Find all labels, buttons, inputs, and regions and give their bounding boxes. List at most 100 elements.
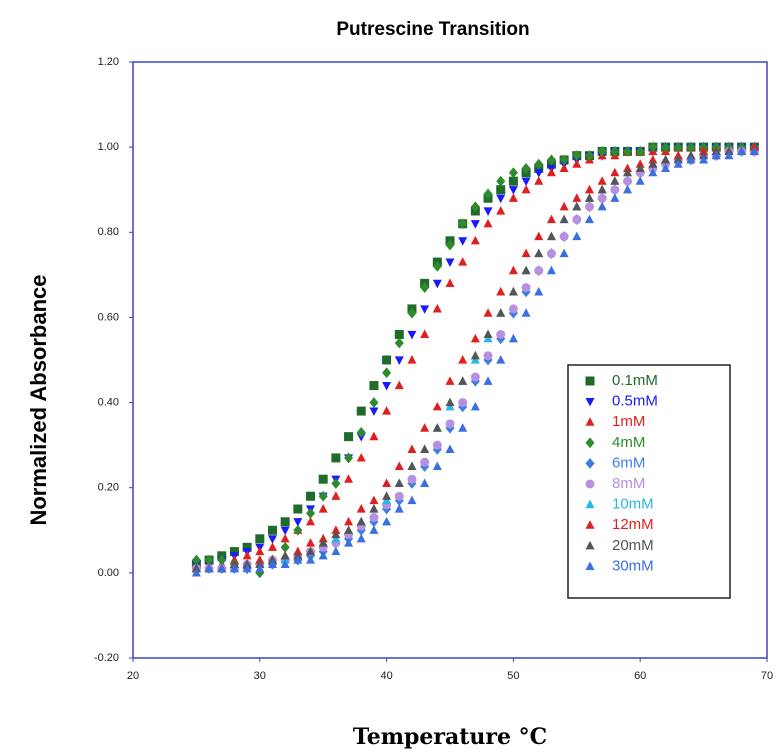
data-point [407, 444, 417, 453]
data-point [394, 491, 404, 501]
data-point [534, 176, 544, 185]
data-point [496, 286, 506, 296]
data-point [445, 444, 455, 453]
data-point [255, 534, 265, 544]
data-point [331, 546, 341, 556]
points [191, 141, 759, 579]
data-point [508, 265, 518, 275]
data-point [623, 176, 633, 186]
data-point [635, 146, 645, 157]
data-point [331, 491, 341, 500]
data-point [445, 419, 455, 429]
y-tick-label: 0.40 [98, 396, 119, 408]
data-point [483, 308, 493, 317]
data-point [572, 150, 582, 162]
data-point [267, 535, 277, 544]
x-axis-label: Temperature °C [353, 724, 547, 750]
data-point [648, 159, 658, 168]
data-point [559, 154, 569, 166]
data-point [584, 150, 594, 162]
data-point [559, 214, 569, 224]
data-point [445, 278, 455, 287]
data-point [394, 461, 404, 471]
data-point [546, 231, 556, 241]
data-point [534, 158, 544, 170]
y-axis-label: Normalized Absorbance [26, 274, 51, 525]
data-point [445, 239, 455, 251]
data-point [648, 141, 658, 153]
data-point [559, 201, 569, 211]
data-point [344, 538, 354, 547]
data-point [521, 248, 531, 258]
data-point [280, 541, 290, 553]
data-point [394, 337, 404, 349]
data-point [420, 457, 430, 467]
data-point [534, 266, 544, 276]
data-point [483, 188, 493, 200]
data-point [420, 478, 430, 488]
legend-marker [585, 479, 595, 489]
data-point [508, 193, 518, 202]
data-point [610, 185, 620, 195]
legend-box [567, 364, 731, 599]
data-point [382, 367, 392, 379]
data-point [432, 303, 442, 313]
data-point [432, 401, 442, 411]
data-point [597, 184, 607, 194]
data-point [521, 283, 531, 293]
data-point [508, 333, 518, 343]
data-point [356, 426, 366, 438]
data-point [661, 154, 671, 164]
data-point [458, 423, 468, 432]
data-point [344, 474, 354, 483]
legend-label: 12mM [612, 516, 654, 533]
data-point [749, 146, 759, 155]
data-point [331, 453, 341, 463]
data-point [306, 507, 316, 519]
data-point [306, 546, 316, 556]
data-point [432, 461, 442, 471]
data-point [572, 231, 582, 241]
data-point [584, 193, 594, 202]
data-point [458, 218, 468, 230]
data-point [382, 355, 392, 365]
data-point [534, 248, 544, 258]
data-point [661, 141, 671, 153]
data-point [521, 184, 531, 194]
data-point [407, 495, 417, 505]
data-point [458, 257, 468, 266]
data-point [483, 207, 493, 216]
data-point [432, 440, 442, 450]
data-point [623, 184, 633, 194]
legend-marker [585, 561, 595, 570]
data-point [280, 533, 290, 543]
legend-marker [585, 376, 595, 386]
data-point [597, 146, 607, 157]
data-point [306, 516, 316, 526]
data-point [648, 167, 658, 177]
data-point [369, 504, 379, 513]
data-point [407, 307, 417, 319]
legend-marker [585, 437, 595, 449]
data-point [496, 206, 506, 215]
legend-marker [585, 417, 595, 426]
data-point [686, 154, 696, 164]
data-point [470, 372, 480, 382]
data-point [584, 202, 594, 212]
data-point [306, 538, 316, 547]
data-point [369, 407, 379, 417]
data-point [610, 167, 620, 177]
data-point [267, 542, 277, 551]
data-point [369, 513, 379, 523]
data-point [432, 423, 442, 432]
chart-title: Putrescine Transition [336, 19, 529, 40]
data-point [191, 567, 201, 577]
data-point [534, 286, 544, 296]
data-point [737, 146, 747, 155]
data-point [356, 504, 366, 513]
data-point [673, 141, 683, 153]
legend-label: 4mM [612, 434, 645, 451]
data-point [610, 193, 620, 202]
data-point [673, 159, 683, 168]
data-point [508, 167, 518, 179]
